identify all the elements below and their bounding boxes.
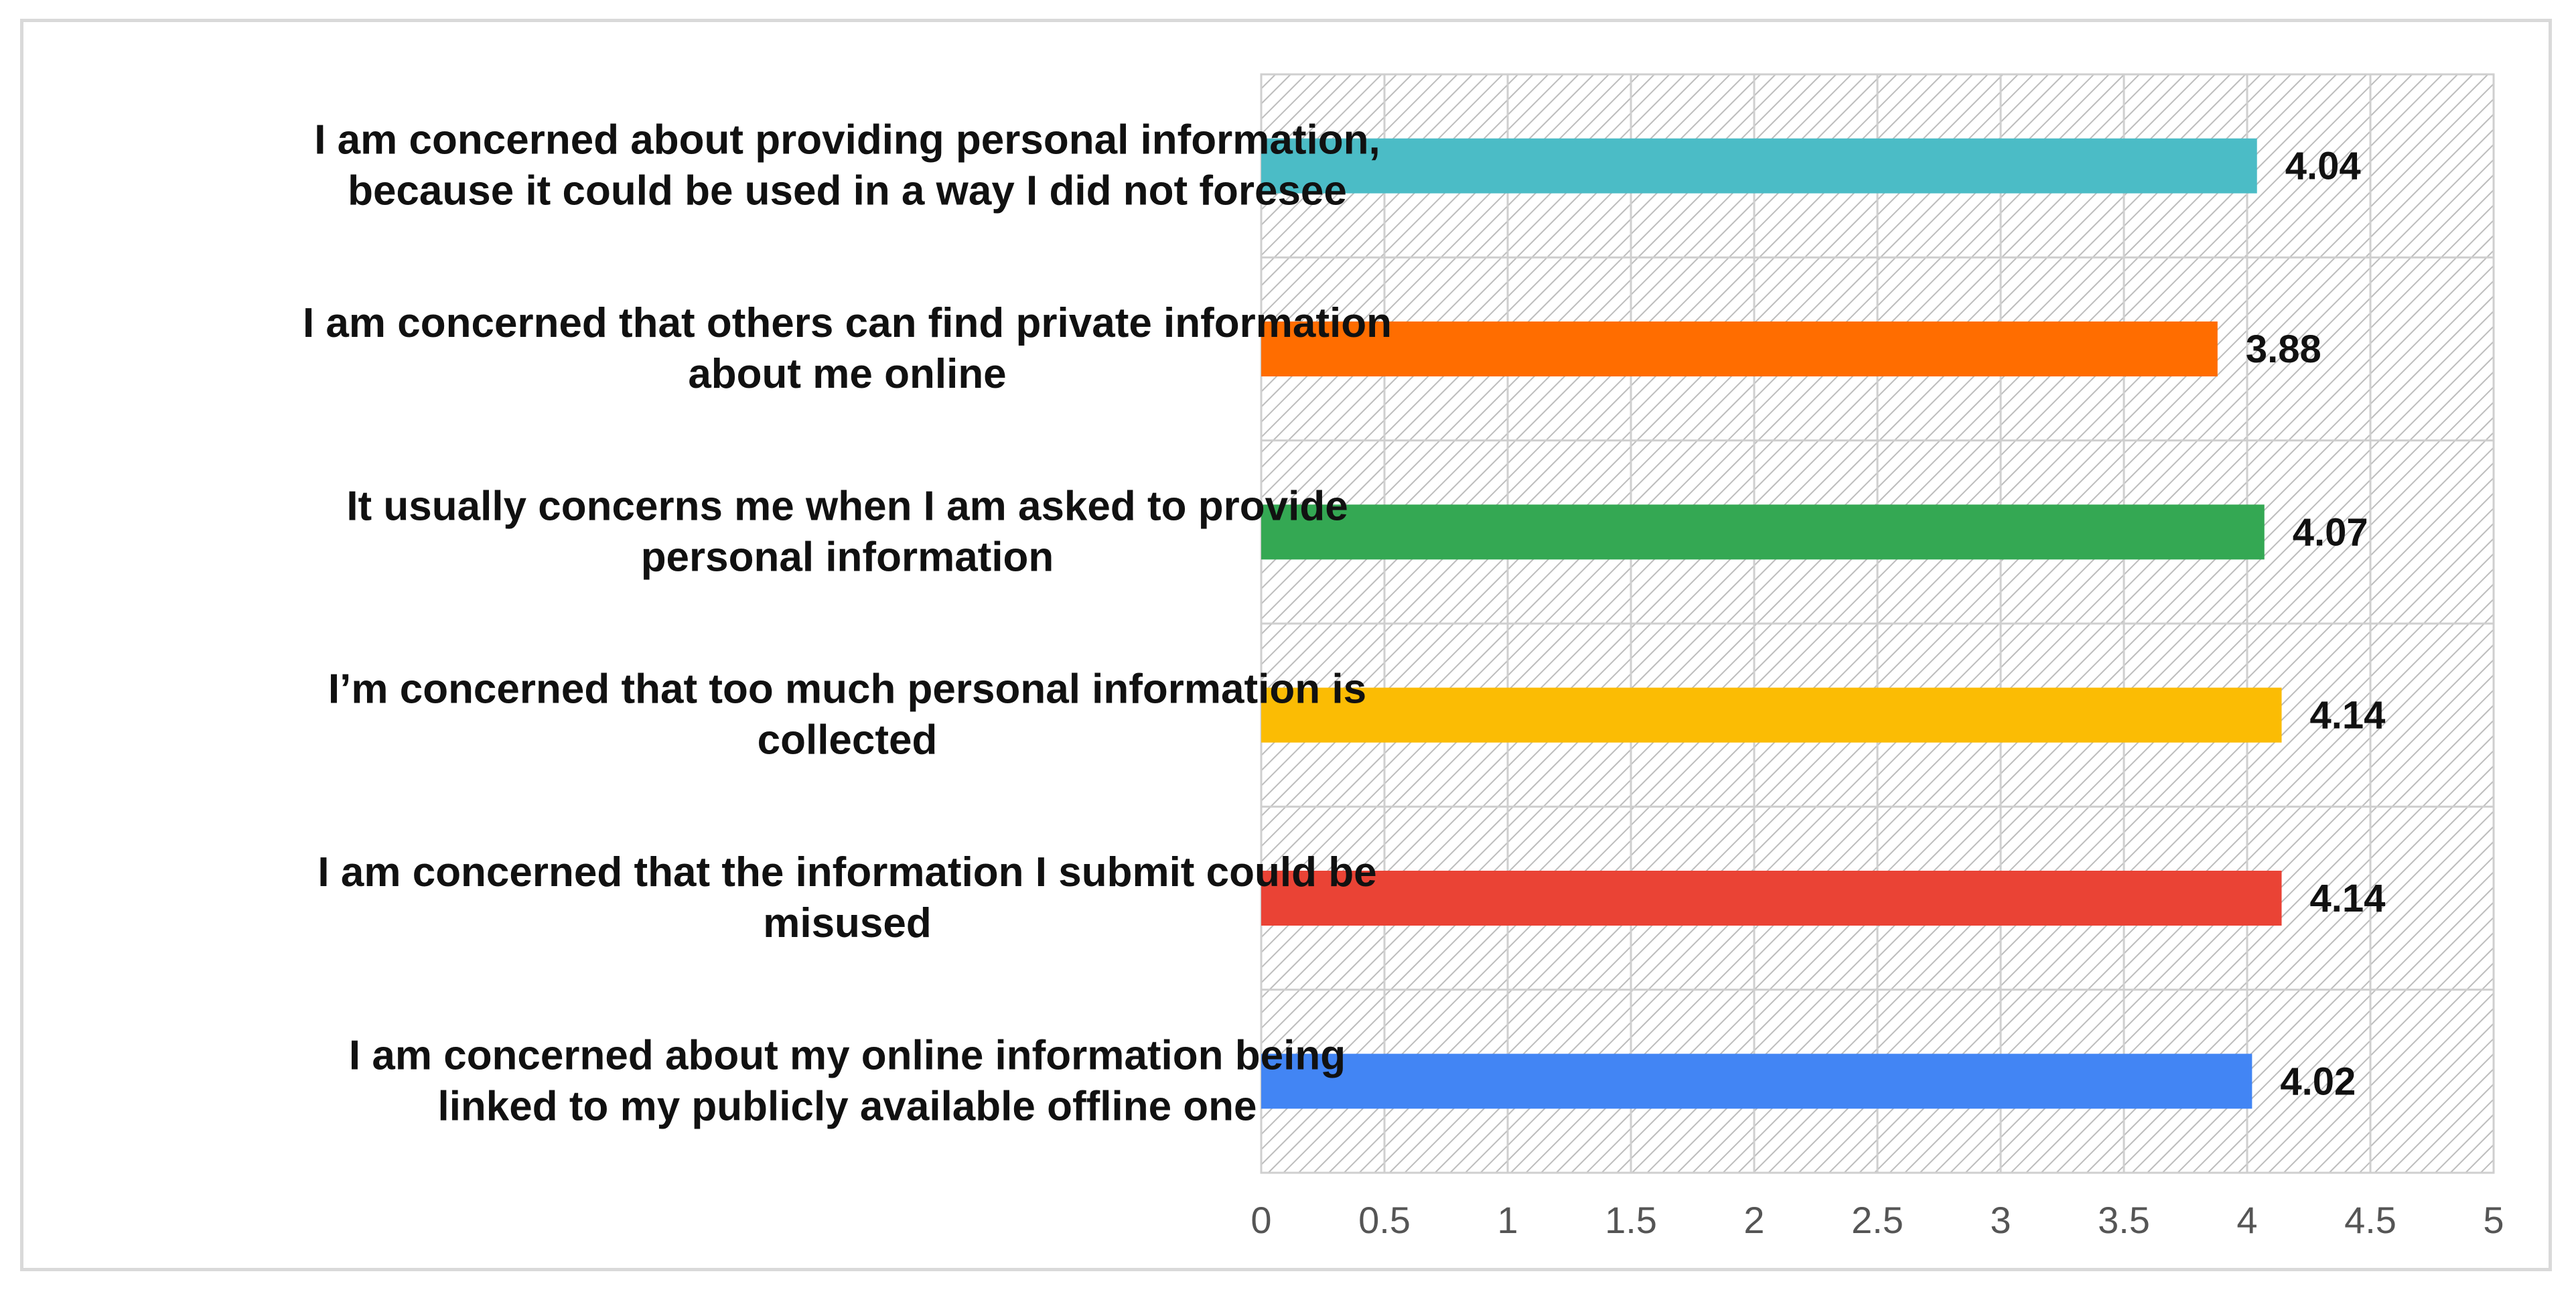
category-label-line: collected [758, 717, 938, 764]
category-label-line: because it could be used in a way I did … [348, 168, 1347, 214]
data-label: 4.04 [2285, 145, 2361, 188]
gridlines [1260, 73, 2495, 1174]
bar-series [1261, 138, 2282, 1109]
data-label: 4.14 [2310, 877, 2386, 920]
bar [1261, 504, 2265, 560]
category-label-line: I am concerned that others can find priv… [303, 300, 1392, 346]
chart-frame: I am concerned about providing personal … [20, 19, 2552, 1271]
x-tick-label: 4.5 [2344, 1199, 2396, 1241]
data-label: 4.02 [2280, 1060, 2356, 1103]
category-label-line: I’m concerned that too much personal inf… [328, 666, 1366, 713]
category-label: I am concerned that the information I su… [317, 849, 1376, 946]
category-label-line: about me online [688, 351, 1006, 397]
x-tick-label: 2 [1743, 1199, 1764, 1241]
bar [1261, 321, 2218, 376]
category-label-line: I am concerned about providing personal … [314, 117, 1380, 163]
data-label: 3.88 [2246, 328, 2321, 371]
category-label: I am concerned about my online informati… [349, 1032, 1346, 1129]
x-tick-label: 5 [2483, 1199, 2504, 1241]
category-label: I’m concerned that too much personal inf… [328, 666, 1366, 764]
x-tick-label: 0.5 [1358, 1199, 1411, 1241]
x-tick-label: 4 [2236, 1199, 2257, 1241]
x-axis-ticks: 0 0.5 1 1.5 2 2.5 3 3.5 4 4.5 5 [1250, 1199, 2504, 1241]
category-label: I am concerned that others can find priv… [303, 300, 1392, 397]
category-labels: I am concerned about providing personal … [303, 117, 1392, 1130]
x-tick-label: 0 [1250, 1199, 1271, 1241]
x-tick-label: 2.5 [1851, 1199, 1904, 1241]
x-tick-label: 3 [1990, 1199, 2011, 1241]
bar-chart: I am concerned about providing personal … [303, 73, 2504, 1241]
x-tick-label: 1 [1497, 1199, 1518, 1241]
bar [1261, 138, 2257, 194]
category-label-line: linked to my publicly available offline … [437, 1083, 1257, 1129]
category-label-line: personal information [641, 534, 1054, 580]
category-label-line: It usually concerns me when I am asked t… [346, 483, 1348, 529]
bar [1261, 871, 2282, 926]
category-label-line: misused [763, 900, 932, 946]
category-label-line: I am concerned about my online informati… [349, 1032, 1346, 1078]
data-labels: 4.04 3.88 4.07 4.14 4.14 4.02 [2246, 145, 2386, 1104]
data-label: 4.14 [2310, 694, 2386, 737]
category-label: It usually concerns me when I am asked t… [346, 483, 1348, 580]
bar [1261, 687, 2282, 743]
bar [1261, 1054, 2252, 1109]
x-tick-label: 1.5 [1605, 1199, 1657, 1241]
category-label-line: I am concerned that the information I su… [317, 849, 1376, 895]
data-label: 4.07 [2293, 510, 2368, 554]
x-tick-label: 3.5 [2098, 1199, 2150, 1241]
category-label: I am concerned about providing personal … [314, 117, 1380, 214]
